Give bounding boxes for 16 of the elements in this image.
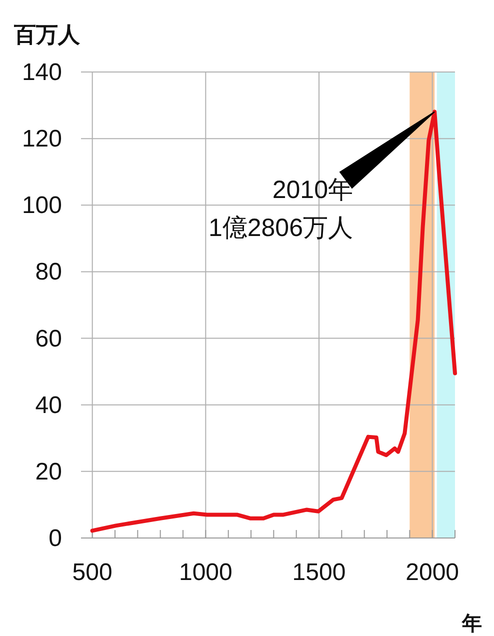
y-tick-label: 0 <box>48 525 62 552</box>
y-tick-label: 140 <box>22 59 62 86</box>
x-tick-label: 2000 <box>406 559 460 586</box>
line-series <box>90 110 457 533</box>
y-tick-label: 120 <box>22 126 62 153</box>
y-tick-label: 60 <box>35 325 62 352</box>
annotation: 2010年 1億2806万人 <box>208 176 353 242</box>
y-axis-title: 百万人 <box>13 22 81 47</box>
y-tick-label: 40 <box>35 392 62 419</box>
x-tick-label: 1000 <box>178 559 232 586</box>
x-tick-label: 500 <box>72 559 112 586</box>
x-tick-label: 1500 <box>292 559 346 586</box>
y-tick-label: 80 <box>35 258 62 286</box>
x-axis-title: 年 <box>461 613 482 635</box>
y-tick-label: 100 <box>22 192 62 220</box>
y-tick-label: 20 <box>35 458 62 486</box>
